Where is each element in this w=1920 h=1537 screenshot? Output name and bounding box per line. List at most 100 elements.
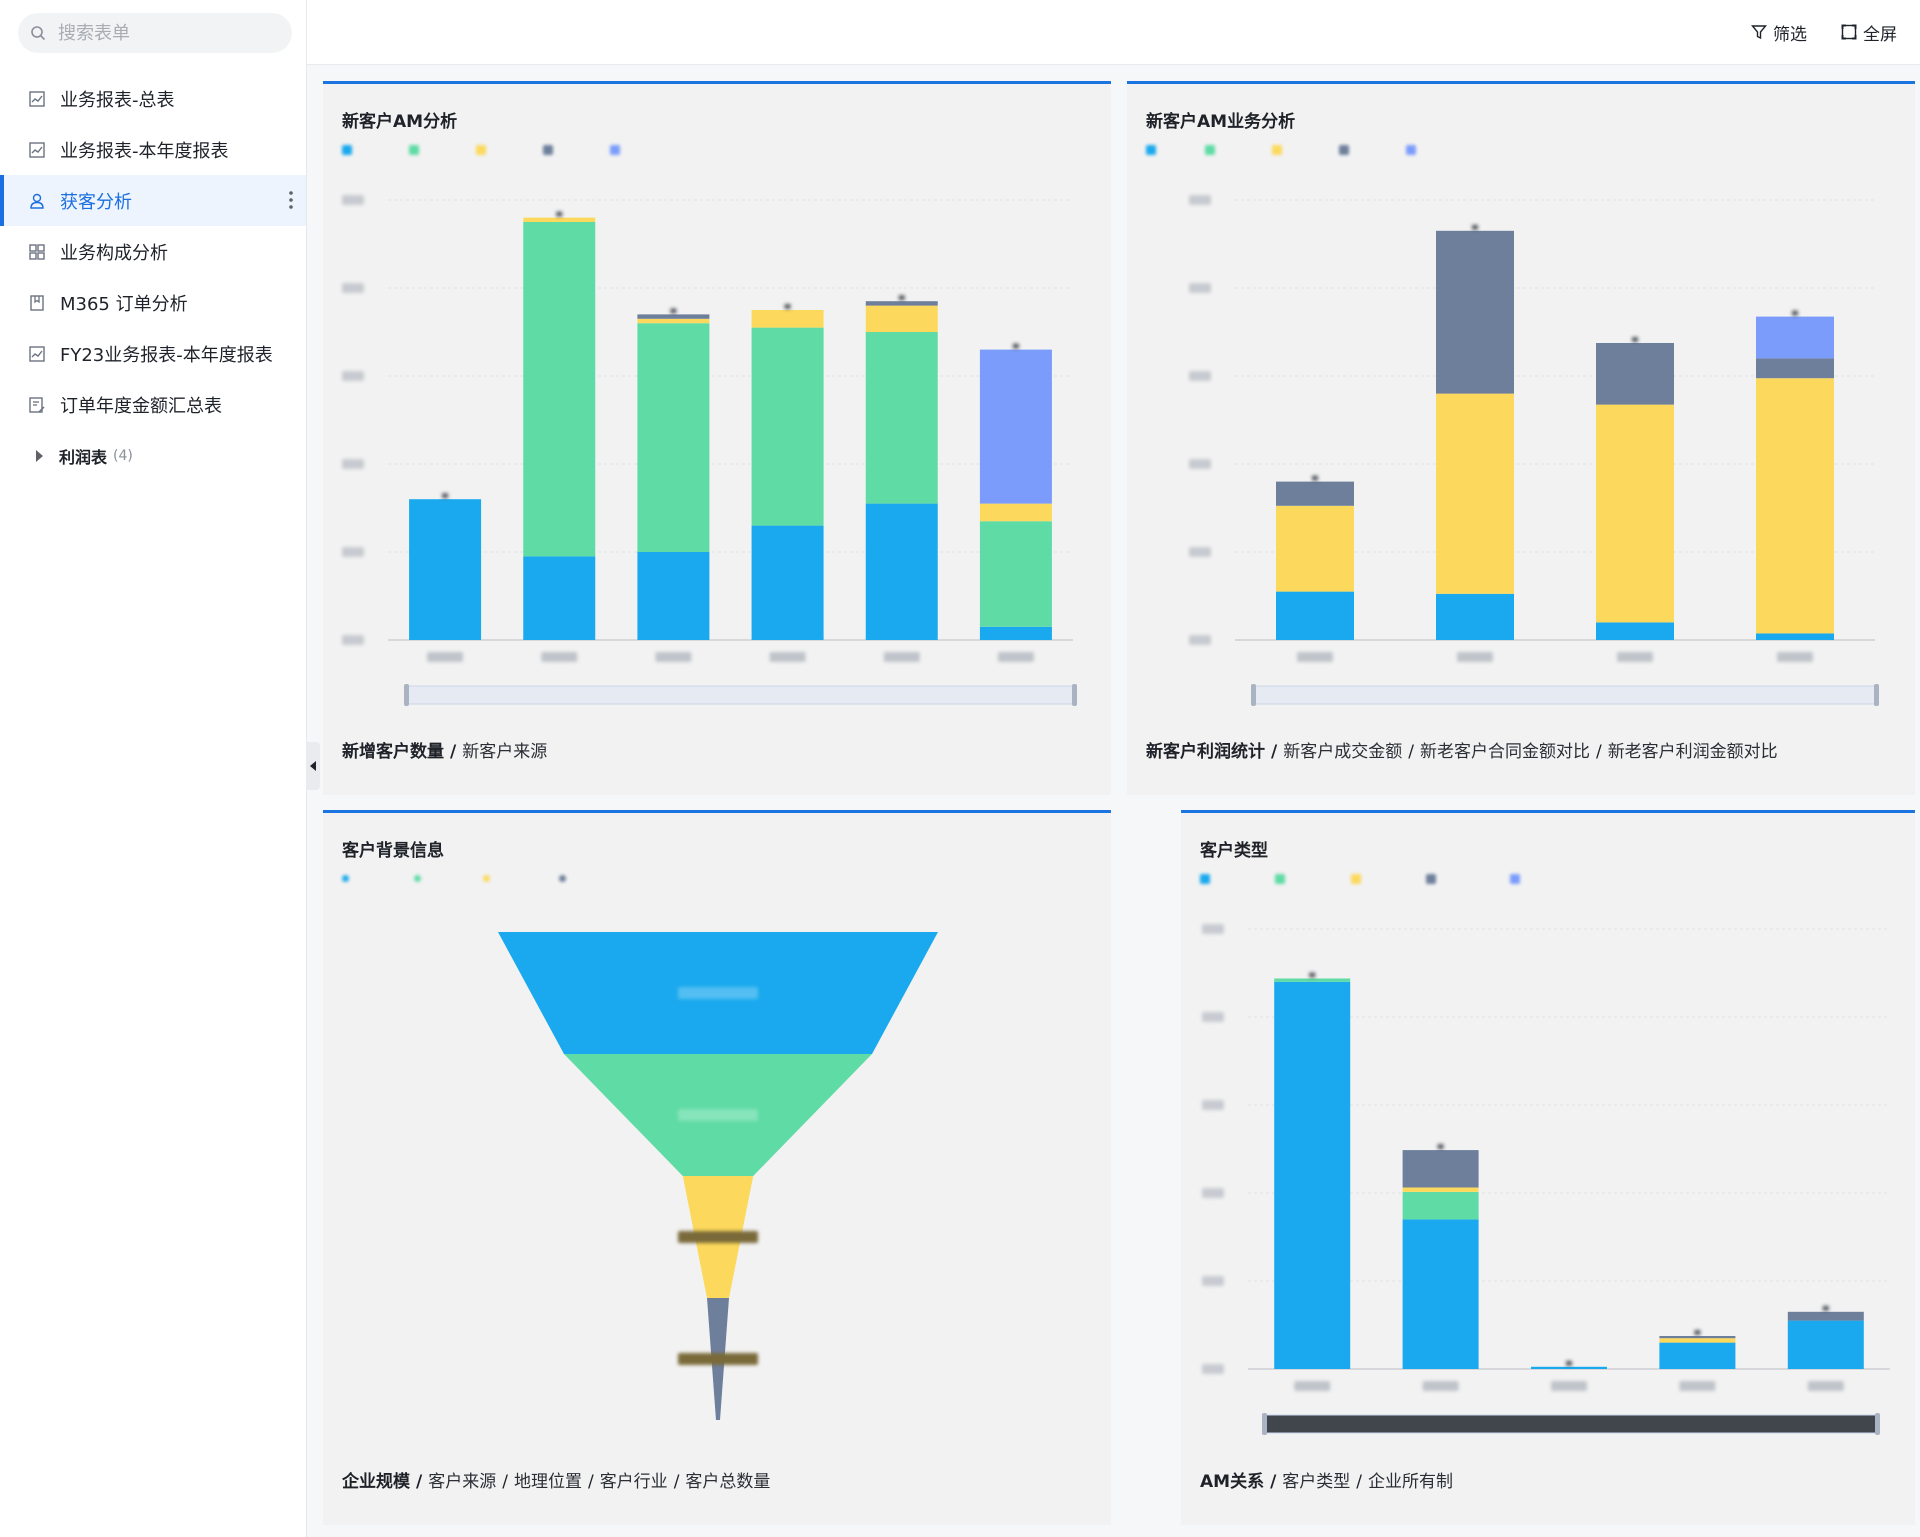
grid-icon: [29, 243, 45, 260]
form-list: 业务报表-总表 业务报表-本年度报表 获客分析 业务构成分析 M365 订单分析…: [0, 73, 306, 481]
legend-item[interactable]: [476, 142, 525, 157]
chart-legend[interactable]: [1146, 142, 1451, 157]
bar-segment: [1276, 591, 1354, 640]
bar-segment: [1276, 481, 1354, 506]
nav-item-label: 业务报表-总表: [60, 89, 175, 111]
y-tick-label: [1189, 195, 1211, 205]
tab-profit-comparison[interactable]: 新老客户利润金额对比: [1607, 742, 1778, 762]
tab-enterprise-scale[interactable]: 企业规模: [342, 1472, 410, 1492]
chart-legend[interactable]: [342, 142, 659, 157]
tab-location[interactable]: 地理位置: [513, 1472, 582, 1492]
legend-item[interactable]: [1146, 142, 1187, 157]
tab-am-relation[interactable]: AM关系: [1200, 1472, 1265, 1492]
group-label: 利润表: [59, 447, 108, 467]
fullscreen-button[interactable]: 全屏: [1841, 20, 1897, 45]
tab-customer-source[interactable]: 客户来源: [428, 1472, 497, 1492]
group-profit-table[interactable]: 利润表 (4): [0, 430, 306, 481]
tab-new-customer-source[interactable]: 新客户来源: [462, 742, 548, 762]
bar-segment: [1756, 316, 1834, 359]
bar-total-label: [1566, 1360, 1572, 1366]
x-tick-label: [1807, 1381, 1844, 1391]
bar-segment: [979, 503, 1052, 522]
chart-line-icon: [29, 141, 45, 158]
tab-total-customers[interactable]: 客户总数量: [685, 1472, 771, 1492]
bar-segment: [1596, 404, 1674, 623]
tab-contract-comparison[interactable]: 新老客户合同金额对比: [1419, 742, 1590, 762]
legend-item[interactable]: [342, 871, 396, 886]
bar-segment: [1659, 1336, 1736, 1339]
bar-total-label: [784, 304, 791, 309]
search-box[interactable]: [18, 13, 292, 53]
chart-line-icon: [29, 345, 45, 362]
nav-item-business-report-year[interactable]: 业务报表-本年度报表: [0, 124, 306, 175]
bar-segment: [1596, 343, 1674, 405]
more-options-icon[interactable]: [288, 189, 294, 211]
tab-ownership[interactable]: 企业所有制: [1368, 1472, 1454, 1492]
legend-item[interactable]: [342, 142, 391, 157]
bar-segment: [1756, 378, 1834, 634]
funnel-segment: [498, 932, 938, 1054]
bar-segment: [637, 318, 710, 324]
chart-line-icon: [29, 90, 45, 107]
nav-item-business-report-total[interactable]: 业务报表-总表: [0, 73, 306, 124]
tab-customer-type[interactable]: 客户类型: [1282, 1472, 1351, 1492]
legend-item[interactable]: [482, 871, 541, 886]
chevron-left-icon: [310, 761, 316, 771]
legend-item[interactable]: [409, 142, 458, 157]
y-tick-label: [1189, 547, 1211, 557]
bar-segment: [1756, 358, 1834, 379]
legend-item[interactable]: [1200, 871, 1257, 886]
fullscreen-label: 全屏: [1863, 24, 1897, 45]
expand-caret-icon[interactable]: [36, 449, 43, 462]
y-tick-label: [342, 459, 364, 469]
nav-item-label: 业务构成分析: [60, 242, 168, 264]
legend-item[interactable]: [1275, 871, 1332, 886]
tab-new-customer-profit[interactable]: 新客户利润统计: [1146, 742, 1265, 762]
nav-item-m365-orders[interactable]: M365 订单分析: [0, 277, 306, 328]
zoom-handle-right: [1874, 684, 1879, 706]
bar-segment: [979, 349, 1052, 504]
x-tick-label: [1777, 652, 1813, 662]
legend-item[interactable]: [610, 142, 659, 157]
panel-new-customer-am-business: 新客户AM业务分析 新客户利润统计 / 新客户成交金额 / 新老客户合同金额对比 / 新老客…: [1127, 81, 1915, 795]
tab-new-customer-count[interactable]: 新增客户数量: [342, 742, 444, 762]
legend-item[interactable]: [1405, 142, 1451, 157]
bar-segment: [865, 332, 938, 504]
zoom-handle-right: [1072, 684, 1077, 706]
bar-total-label: [1822, 1305, 1829, 1311]
nav-item-label: FY23业务报表-本年度报表: [60, 344, 273, 366]
legend-item[interactable]: [1204, 142, 1254, 157]
legend-item[interactable]: [1425, 871, 1492, 886]
panel-title: 客户类型: [1200, 841, 1268, 861]
filter-button[interactable]: 筛选: [1751, 20, 1807, 45]
funnel-chart: [498, 932, 938, 1420]
collapse-sidebar-handle[interactable]: [306, 742, 320, 790]
zoom-handle-left: [1262, 1413, 1267, 1435]
funnel-segment: [564, 1054, 872, 1176]
tab-new-customer-deal-amount[interactable]: 新客户成交金额: [1283, 742, 1403, 762]
legend-item[interactable]: [1350, 871, 1408, 886]
nav-item-order-annual-summary[interactable]: 订单年度金额汇总表: [0, 379, 306, 430]
y-tick-label: [1202, 1364, 1224, 1374]
bar-segment: [1659, 1342, 1736, 1369]
bar-segment: [523, 556, 596, 640]
bar-total-label: [670, 308, 677, 314]
legend-item[interactable]: [1338, 142, 1388, 157]
tab-industry[interactable]: 客户行业: [599, 1472, 668, 1492]
legend-item[interactable]: [1509, 871, 1555, 886]
legend-item[interactable]: [543, 142, 592, 157]
legend-item[interactable]: [1271, 142, 1321, 157]
chart-legend[interactable]: [1200, 871, 1555, 886]
view-tabs: 企业规模 / 客户来源 / 地理位置 / 客户行业 / 客户总数量: [342, 1472, 771, 1492]
nav-item-fy23-report[interactable]: FY23业务报表-本年度报表: [0, 328, 306, 379]
filter-label: 筛选: [1773, 24, 1807, 45]
y-tick-label: [1202, 1276, 1224, 1286]
nav-item-business-composition[interactable]: 业务构成分析: [0, 226, 306, 277]
nav-item-customer-acquisition[interactable]: 获客分析: [0, 175, 306, 226]
legend-item[interactable]: [414, 871, 464, 886]
funnel-label: [678, 987, 758, 999]
chart-legend[interactable]: [342, 871, 613, 886]
search-input[interactable]: [56, 21, 280, 45]
y-tick-label: [1189, 459, 1211, 469]
legend-item[interactable]: [559, 871, 613, 886]
